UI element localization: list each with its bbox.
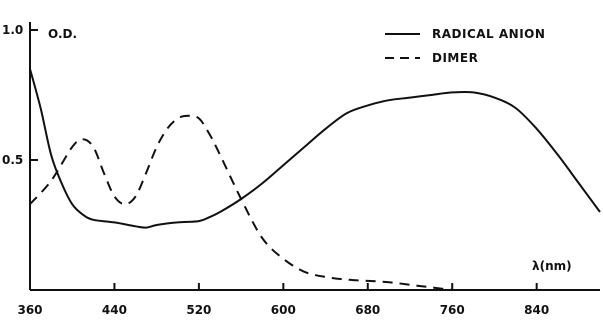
x-tick-label: 680: [355, 303, 380, 317]
axes: [29, 22, 600, 291]
y-tick-label: 1.0: [2, 23, 23, 37]
series-layer: [29, 68, 601, 291]
x-ticks: 360 440 520 600 680 760 840: [17, 283, 549, 317]
y-tick-label: 0.5: [2, 153, 23, 167]
legend-label-dimer: DIMER: [432, 51, 478, 65]
x-tick-label: 840: [524, 303, 549, 317]
legend-label-radical-anion: RADICAL ANION: [432, 27, 545, 41]
x-tick-label: 520: [186, 303, 211, 317]
x-tick-label: 440: [102, 303, 127, 317]
x-tick-label: 760: [440, 303, 465, 317]
x-tick-label: 600: [271, 303, 296, 317]
x-unit-label: λ(nm): [532, 259, 572, 273]
x-tick-label: 360: [17, 303, 42, 317]
legend: RADICAL ANION DIMER: [385, 27, 545, 65]
series-line-radical-anion: [29, 68, 601, 229]
y-ticks: 0.5 1.0: [2, 23, 38, 167]
series-line-dimer: [29, 114, 453, 291]
y-unit-label: O.D.: [48, 27, 77, 41]
